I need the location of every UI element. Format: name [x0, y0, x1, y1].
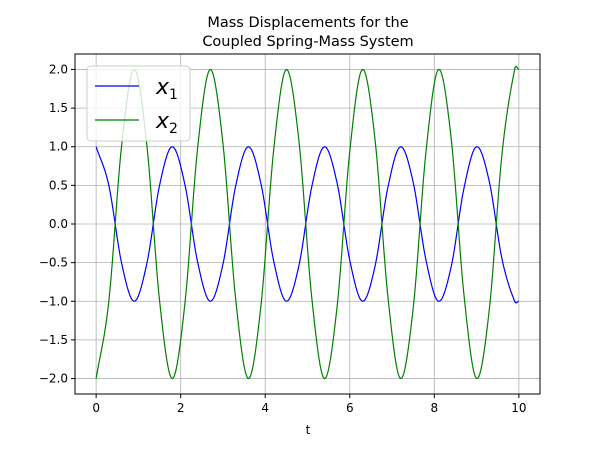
x-tick-label: 8: [430, 401, 438, 415]
y-tick-label: 1.0: [49, 140, 68, 154]
x-tick-label: 0: [92, 401, 100, 415]
x-axis-label: t: [306, 423, 311, 437]
y-tick-label: −0.5: [39, 256, 68, 270]
series-line-x1: [95, 146, 520, 304]
legend-label-x1: x1: [155, 75, 178, 103]
legend-label-x2: x2: [155, 109, 178, 137]
y-tick-label: −1.5: [39, 333, 68, 347]
legend-label-main: x: [155, 109, 170, 134]
legend-label-main: x: [155, 75, 170, 100]
x-tick-label: 2: [177, 401, 185, 415]
y-tick-label: 1.5: [49, 101, 68, 115]
legend-frame: [86, 65, 191, 142]
x-tick-label: 4: [261, 401, 269, 415]
chart-title-line-1: Mass Displacements for the: [207, 15, 408, 31]
y-tick-label: 0.0: [49, 217, 68, 231]
y-tick-label: −1.0: [39, 294, 68, 308]
grid-lines: [75, 54, 540, 394]
x-tick-label: 6: [346, 401, 354, 415]
axis-ticks: 0 2 4 6 8 10 −2.0 −1.5 −1.0 −0.5 0.0 0.5 1.0 1.5 2.0: [39, 62, 527, 415]
y-tick-label: 2.0: [49, 62, 68, 76]
legend-label-subscript: 2: [169, 121, 178, 137]
series-line-x2: [95, 65, 520, 380]
chart-title-line-2: Coupled Spring-Mass System: [202, 34, 413, 50]
y-tick-label: −2.0: [39, 372, 68, 386]
y-tick-label: 0.5: [49, 178, 68, 192]
legend-label-subscript: 1: [169, 87, 178, 103]
series-lines: [95, 65, 520, 380]
x-tick-label: 10: [511, 401, 526, 415]
